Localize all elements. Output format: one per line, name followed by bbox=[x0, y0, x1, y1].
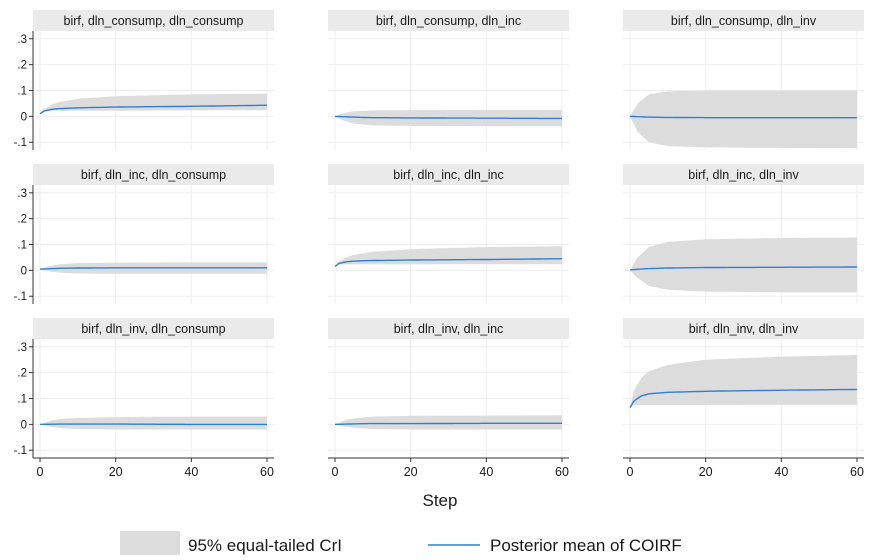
panel-title: birf, dln_inv, dln_consump bbox=[81, 322, 225, 336]
x-tick-label: 40 bbox=[479, 465, 493, 479]
x-tick-label: 20 bbox=[699, 465, 713, 479]
y-tick-label: .1 bbox=[17, 86, 27, 98]
panel-title: birf, dln_inc, dln_inc bbox=[393, 168, 503, 182]
y-tick-label: 0 bbox=[21, 265, 27, 277]
x-tick-label: 0 bbox=[37, 465, 44, 479]
panel: birf, dln_consump, dln_inv bbox=[623, 10, 864, 150]
y-tick-label: .1 bbox=[17, 394, 27, 406]
panel-title: birf, dln_inv, dln_inv bbox=[689, 322, 799, 336]
panel: birf, dln_inc, dln_consump -.1 0 .1 .2 .3 bbox=[14, 164, 274, 304]
panel: birf, dln_inc, dln_inc bbox=[328, 164, 569, 304]
y-tick-label: -.1 bbox=[14, 137, 27, 149]
x-axis-title: Step bbox=[423, 491, 458, 510]
x-tick-label: 20 bbox=[404, 465, 418, 479]
panel-title: birf, dln_consump, dln_inc bbox=[376, 14, 521, 28]
x-tick-label: 40 bbox=[184, 465, 198, 479]
panel: birf, dln_inv, dln_inv 0 20 40 60 bbox=[623, 318, 864, 479]
y-tick-label: .3 bbox=[17, 188, 27, 200]
y-tick-label: .3 bbox=[17, 342, 27, 354]
panel: birf, dln_inc, dln_inv bbox=[623, 164, 864, 304]
y-tick-label: -.1 bbox=[14, 445, 27, 457]
x-tick-label: 60 bbox=[555, 465, 569, 479]
y-tick-label: .2 bbox=[17, 214, 27, 226]
x-tick-label: 60 bbox=[850, 465, 864, 479]
x-tick-label: 40 bbox=[774, 465, 788, 479]
y-tick-label: 0 bbox=[21, 111, 27, 123]
credible-interval-band bbox=[630, 91, 857, 149]
x-tick-label: 20 bbox=[109, 465, 123, 479]
legend: 95% equal-tailed CrI Posterior mean of C… bbox=[120, 531, 682, 555]
credible-interval-band bbox=[335, 415, 562, 429]
panel: birf, dln_inv, dln_consump -.1 0 .1 .2 .3 0 20 4… bbox=[14, 318, 274, 479]
panel-title: birf, dln_consump, dln_inv bbox=[671, 14, 817, 28]
credible-interval-band bbox=[630, 355, 857, 408]
legend-label-line: Posterior mean of COIRF bbox=[490, 536, 682, 555]
y-tick-label: .3 bbox=[17, 34, 27, 46]
panel-title: birf, dln_inv, dln_inc bbox=[394, 322, 504, 336]
y-tick-label: .1 bbox=[17, 240, 27, 252]
credible-interval-band bbox=[335, 246, 562, 266]
x-tick-label: 0 bbox=[627, 465, 634, 479]
y-tick-label: .2 bbox=[17, 60, 27, 72]
panel: birf, dln_inv, dln_inc 0 20 40 60 bbox=[328, 318, 569, 479]
credible-interval-band bbox=[40, 417, 267, 430]
y-tick-label: -.1 bbox=[14, 291, 27, 303]
panel-title: birf, dln_consump, dln_consump bbox=[64, 14, 244, 28]
x-tick-label: 0 bbox=[332, 465, 339, 479]
y-tick-label: 0 bbox=[21, 419, 27, 431]
panel: birf, dln_consump, dln_consump -.1 0 .1 .2 .3 bbox=[14, 10, 274, 150]
panel-title: birf, dln_inc, dln_inv bbox=[688, 168, 799, 182]
x-tick-label: 60 bbox=[260, 465, 274, 479]
credible-interval-band bbox=[40, 94, 267, 114]
panel: birf, dln_consump, dln_inc bbox=[328, 10, 569, 150]
panel-grid: birf, dln_consump, dln_consump -.1 0 .1 .2 .3… bbox=[14, 10, 864, 479]
credible-interval-band bbox=[630, 238, 857, 293]
y-tick-label: .2 bbox=[17, 368, 27, 380]
legend-swatch-band bbox=[120, 531, 180, 555]
panel-title: birf, dln_inc, dln_consump bbox=[81, 168, 226, 182]
legend-label-band: 95% equal-tailed CrI bbox=[188, 536, 342, 555]
